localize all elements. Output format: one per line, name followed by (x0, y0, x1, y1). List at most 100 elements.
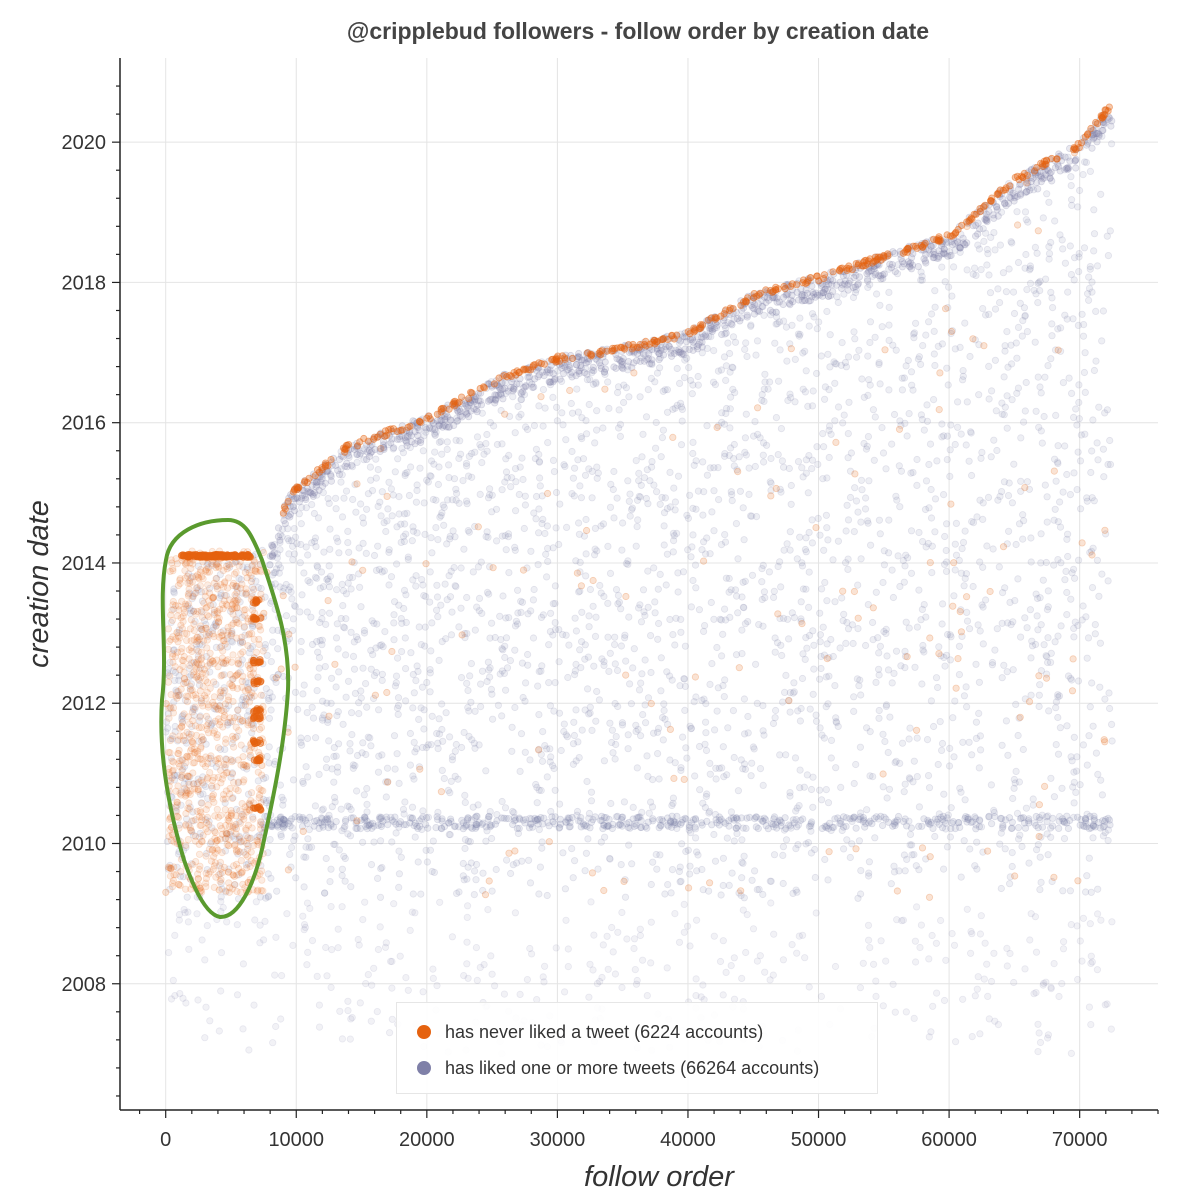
scatter-point-liked (844, 429, 852, 438)
scatter-point-liked (770, 587, 778, 595)
scatter-point-liked (815, 675, 824, 683)
scatter-point-liked (646, 360, 654, 368)
scatter-point-liked (501, 686, 510, 694)
scatter-point-liked (978, 448, 986, 456)
scatter-point-liked (689, 531, 697, 539)
scatter-point-liked (878, 821, 887, 830)
scatter-point-liked (788, 291, 796, 299)
scatter-point-liked (330, 793, 339, 802)
scatter-point-liked (300, 569, 308, 577)
scatter-point-liked (290, 507, 299, 515)
scatter-point-liked (796, 784, 804, 792)
scatter-point-liked (1003, 424, 1011, 432)
scatter-point-liked (1106, 460, 1115, 469)
scatter-point-liked (429, 837, 437, 845)
scatter-point-liked (410, 738, 418, 747)
scatter-point-liked (504, 387, 512, 395)
scatter-point-liked (786, 528, 794, 536)
scatter-point-liked (610, 640, 619, 649)
scatter-point-liked (476, 702, 485, 711)
scatter-point-liked (1090, 206, 1098, 214)
scatter-point-liked (832, 360, 840, 368)
scatter-point-liked (927, 514, 936, 522)
scatter-point-liked (606, 854, 614, 863)
scatter-point-liked (885, 386, 893, 394)
scatter-point-liked (1090, 366, 1099, 375)
scatter-point-liked (726, 368, 734, 376)
scatter-point-liked (722, 324, 730, 332)
scatter-point-liked (489, 422, 498, 430)
scatter-point-liked (831, 815, 839, 823)
scatter-point-liked (483, 447, 491, 455)
scatter-point-liked (1048, 320, 1056, 328)
scatter-point-liked (434, 480, 442, 489)
scatter-point-liked (374, 465, 382, 474)
scatter-point-liked (303, 961, 311, 969)
scatter-point-liked (476, 490, 484, 498)
scatter-point-liked (805, 451, 813, 460)
scatter-point-liked (334, 645, 342, 653)
scatter-point-liked (1032, 407, 1040, 415)
scatter-point-liked (590, 662, 598, 670)
scatter-point-liked (323, 972, 331, 980)
scatter-point-liked (720, 420, 729, 428)
scatter-point-liked (1018, 842, 1026, 851)
scatter-point-liked (907, 569, 916, 577)
scatter-point-liked (659, 817, 667, 825)
scatter-point-liked (1055, 992, 1063, 1001)
scatter-point-liked (1033, 249, 1041, 257)
scatter-point-liked (332, 534, 341, 542)
scatter-point-liked (981, 939, 989, 947)
scatter-point-liked (1034, 373, 1042, 381)
scatter-point-liked (1075, 250, 1083, 258)
scatter-point-liked (559, 849, 567, 857)
scatter-point-liked (461, 633, 469, 642)
scatter-point-liked (822, 823, 830, 832)
scatter-point-liked (949, 714, 957, 722)
scatter-point-liked (804, 402, 812, 410)
scatter-point-liked (993, 625, 1001, 633)
scatter-point-liked (390, 732, 399, 740)
scatter-point-liked (586, 709, 594, 717)
scatter-point-liked (722, 376, 730, 384)
scatter-point-liked (287, 815, 296, 823)
scatter-point-liked (844, 565, 852, 574)
scatter-point-liked (1080, 244, 1089, 252)
scatter-point-liked (378, 488, 386, 496)
scatter-point-liked (535, 474, 544, 482)
scatter-point-liked (383, 764, 392, 772)
scatter-point-liked (313, 574, 321, 582)
scatter-point-liked (875, 516, 884, 524)
scatter-point-liked (837, 783, 845, 792)
scatter-point-liked (745, 490, 753, 498)
scatter-point-liked (888, 679, 896, 687)
scatter-point-liked (968, 517, 976, 526)
scatter-point-liked (517, 396, 525, 404)
scatter-point-liked (619, 398, 628, 407)
scatter-point-liked (701, 718, 710, 726)
scatter-point-liked (1088, 583, 1097, 592)
scatter-point-liked (823, 524, 831, 532)
scatter-point-liked (1012, 700, 1020, 709)
scatter-point-liked (852, 760, 860, 769)
scatter-point-liked (1074, 975, 1082, 984)
scatter-point-liked (399, 449, 407, 457)
scatter-point-liked (463, 875, 471, 883)
scatter-point-liked (987, 977, 996, 986)
scatter-point-liked (239, 960, 247, 968)
scatter-point-liked (689, 576, 697, 585)
scatter-point-liked (310, 489, 319, 497)
scatter-point-liked (1011, 192, 1019, 200)
scatter-point-liked (463, 593, 471, 602)
scatter-point-liked (614, 424, 623, 432)
scatter-point-liked (889, 980, 897, 988)
scatter-point-liked (691, 772, 699, 780)
scatter-point-liked (740, 894, 748, 902)
scatter-point-liked (915, 822, 923, 831)
scatter-point-liked (622, 384, 631, 392)
scatter-point-liked (344, 527, 352, 536)
scatter-point-liked (641, 719, 650, 727)
scatter-point-liked (349, 495, 357, 504)
scatter-point-liked (974, 241, 982, 249)
scatter-point-liked (607, 799, 615, 808)
